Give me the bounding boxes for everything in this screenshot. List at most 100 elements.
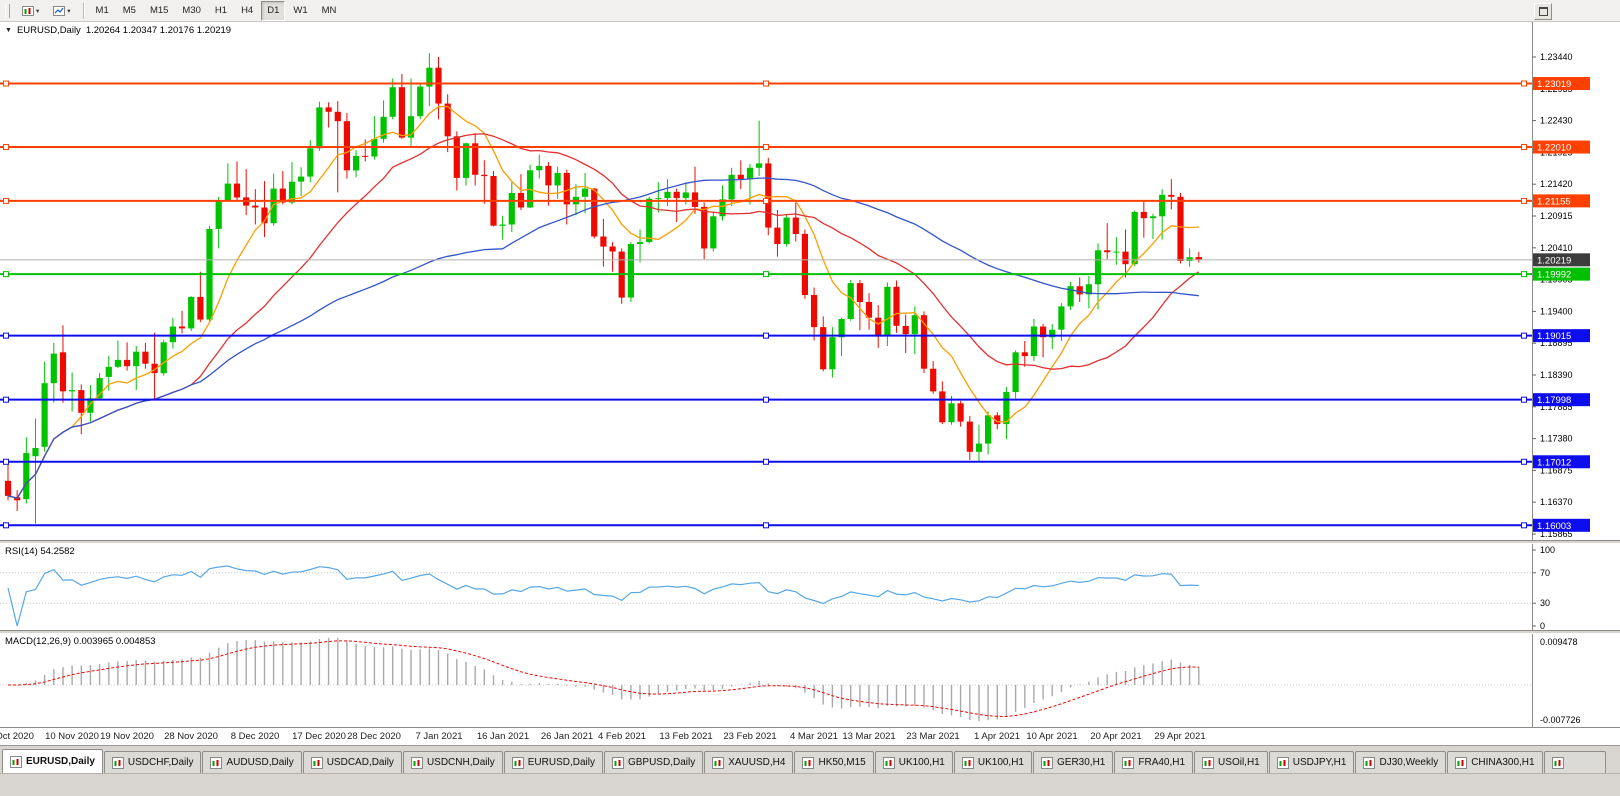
moving-average-55-line [7, 177, 1199, 499]
chart-tab-icon [410, 756, 423, 769]
price-axis-label: 1.17885 [1540, 402, 1573, 412]
line-handle [3, 522, 9, 529]
chart-tab-uk100-h1[interactable]: UK100,H1 [874, 751, 953, 773]
time-axis-label: 29 Apr 2021 [1154, 731, 1206, 742]
price-axis-label: 1.16875 [1540, 465, 1573, 475]
chart-tab-label: USDJPY,H1 [1292, 757, 1347, 768]
line-handle [763, 458, 769, 465]
restore-window-button[interactable] [1534, 3, 1552, 20]
chart-tab-ger30-h1[interactable]: GER30,H1 [1033, 751, 1114, 773]
line-handle [3, 458, 9, 465]
chart-tab-fra40-h1[interactable]: FRA40,H1 [1114, 751, 1194, 773]
chart-tab-icon [961, 756, 974, 769]
chart-tab-icon [1122, 756, 1135, 769]
timeframe-toolbar: ▾ ▾ M1 M5 M15 M30 H1 H4 D1 W1 MN [0, 0, 1620, 22]
chart-tab-usdchf-daily[interactable]: USDCHF,Daily [103, 751, 202, 773]
price-line-label [1533, 267, 1590, 281]
chart-tab-icon [1551, 756, 1564, 769]
macd-chart[interactable]: 0.009478 -0.007726 [0, 634, 1620, 727]
chart-tab-eurusd-daily[interactable]: EURUSD,Daily [2, 749, 103, 773]
line-handle [1521, 332, 1527, 339]
timeframe-button-m5[interactable]: M5 [122, 5, 136, 16]
chart-tab-dj30-weekly[interactable]: DJ30,Weekly [1355, 751, 1447, 773]
chart-tab-eurusd-daily[interactable]: EURUSD,Daily [503, 751, 603, 773]
price-axis-label: 1.21420 [1540, 179, 1573, 189]
line-handle [1521, 197, 1527, 204]
time-axis-label: 17 Dec 2020 [292, 731, 346, 742]
svg-text:1.21155: 1.21155 [1537, 196, 1571, 207]
timeframe-button-m1[interactable]: M1 [95, 5, 109, 16]
price-axis-label: 1.17380 [1540, 434, 1573, 444]
moving-average-8-line [7, 105, 1199, 499]
line-handle [3, 144, 9, 151]
timeframe-button-h4[interactable]: H4 [241, 5, 254, 16]
chart-tab-icon [511, 756, 524, 769]
price-chart[interactable]: 1.234401.229351.224301.219251.214201.209… [0, 22, 1620, 540]
price-axis-label: 1.18390 [1540, 370, 1573, 380]
chart-profiles-button[interactable]: ▾ [47, 1, 76, 21]
bid-price-label [1533, 253, 1590, 267]
price-chart-panel: 1.234401.229351.224301.219251.214201.209… [0, 22, 1620, 540]
chart-tab-label: USDCHF,Daily [127, 757, 194, 768]
chart-tab-usoil-h1[interactable]: USOil,H1 [1194, 751, 1268, 773]
price-line-label [1533, 194, 1590, 208]
price-line-label [1533, 77, 1590, 91]
chart-tab-partial[interactable] [1543, 751, 1606, 773]
chart-tab-label: FRA40,H1 [1138, 757, 1186, 768]
rsi-line [7, 565, 1199, 627]
chart-tab-icon [1202, 756, 1215, 769]
chart-profiles-icon [53, 5, 66, 16]
chart-tab-label: EURUSD,Daily [527, 757, 595, 768]
chart-tab-usdcnh-daily[interactable]: USDCNH,Daily [402, 751, 503, 773]
chart-symbol-period: EURUSD,Daily [16, 25, 81, 36]
chart-title-overlay: ▼ EURUSD,Daily 1.20264 1.20347 1.20176 1… [5, 25, 231, 36]
time-axis-label: 10 Apr 2021 [1026, 731, 1078, 742]
time-axis-label: 4 Mar 2021 [789, 731, 839, 742]
status-strip [0, 773, 1620, 796]
collapse-indicator-icon[interactable]: ▼ [5, 27, 12, 34]
chart-ohlc-values: 1.20264 1.20347 1.20176 1.20219 [85, 25, 232, 36]
candles-layer [4, 53, 1202, 524]
new-chart-icon [22, 5, 34, 16]
new-chart-button[interactable]: ▾ [16, 1, 45, 21]
rsi-chart[interactable]: 100 70 30 0 [0, 544, 1620, 630]
line-handle [3, 271, 9, 278]
line-handle [763, 271, 769, 278]
timeframe-button-h1[interactable]: H1 [214, 5, 228, 16]
price-line-label [1533, 518, 1590, 532]
time-axis-label: 7 Jan 2021 [415, 731, 463, 742]
line-handle [1521, 458, 1527, 465]
panel-separator[interactable] [0, 540, 1620, 544]
timeframe-button-m30[interactable]: M30 [182, 5, 201, 16]
rsi-axis-label: 70 [1540, 568, 1550, 578]
panel-separator[interactable] [0, 630, 1620, 634]
timeframe-button-w1[interactable]: W1 [293, 5, 308, 16]
chart-tab-china300-h1[interactable]: CHINA300,H1 [1447, 751, 1543, 773]
chart-tab-gbpusd-daily[interactable]: GBPUSD,Daily [603, 751, 704, 773]
timeframe-button-m15[interactable]: M15 [149, 5, 169, 16]
time-axis-label: 1 Apr 2021 [974, 731, 1020, 742]
chart-tab-hk50-m15[interactable]: HK50,M15 [794, 751, 874, 773]
chart-tab-usdjpy-h1[interactable]: USDJPY,H1 [1268, 751, 1355, 773]
price-axis-label: 1.18895 [1540, 338, 1573, 348]
timeframe-button-d1[interactable]: D1 [261, 0, 286, 21]
price-axis-label: 1.20915 [1540, 211, 1573, 221]
chart-tab-uk100-h1[interactable]: UK100,H1 [953, 751, 1032, 773]
chart-tab-label: USDCAD,Daily [326, 757, 394, 768]
chart-tab-xauusd-h4[interactable]: XAUUSD,H4 [704, 751, 794, 773]
chart-tab-label: UK100,H1 [898, 757, 945, 768]
chart-tab-icon [111, 756, 124, 769]
rsi-panel: 100 70 30 0 RSI(14) 54.2582 [0, 544, 1620, 630]
toolbar-grip[interactable] [5, 3, 10, 18]
timeframe-button-mn[interactable]: MN [321, 5, 337, 16]
restore-window-icon [1538, 7, 1548, 16]
chart-tab-usdcad-daily[interactable]: USDCAD,Daily [302, 751, 402, 773]
chart-tab-icon [611, 756, 624, 769]
line-handle [763, 80, 769, 87]
svg-text:1.23019: 1.23019 [1537, 79, 1571, 90]
chart-tab-label: EURUSD,Daily [26, 756, 95, 767]
chart-tab-audusd-daily[interactable]: AUDUSD,Daily [202, 751, 302, 773]
time-axis-label: 28 Nov 2020 [164, 731, 218, 742]
svg-text:1.17012: 1.17012 [1537, 457, 1571, 468]
